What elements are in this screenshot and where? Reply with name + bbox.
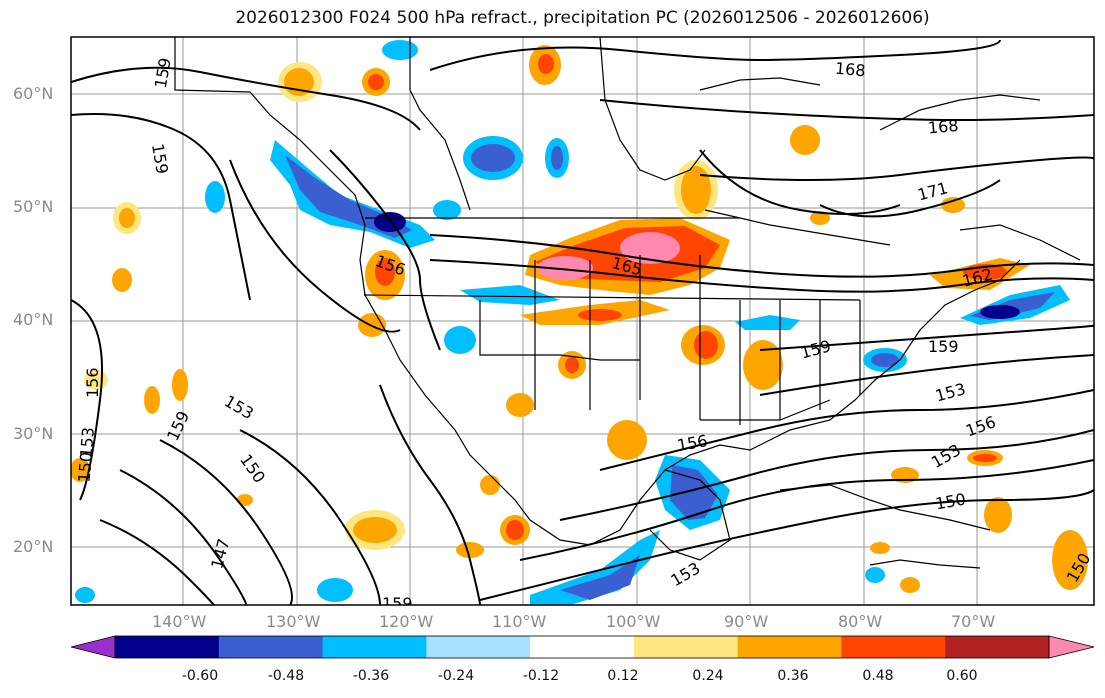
colorbar-tick-label: -0.60 bbox=[181, 668, 219, 684]
contour-label: 168 bbox=[927, 116, 959, 138]
colorbar-segment bbox=[737, 636, 842, 658]
colorbar-segment bbox=[945, 636, 1050, 658]
colorbar-tick-label: 0.24 bbox=[692, 668, 724, 684]
colorbar bbox=[70, 635, 1095, 659]
contours bbox=[71, 39, 1094, 605]
colorbar-tick-label: -0.48 bbox=[267, 668, 305, 684]
colorbar-tick-label: -0.36 bbox=[352, 668, 390, 684]
colorbar-tick-label: -0.12 bbox=[522, 668, 560, 684]
colorbar-segment bbox=[530, 636, 635, 658]
lat-label: 50°N bbox=[13, 197, 54, 216]
colorbar-extend-min bbox=[70, 635, 116, 659]
lon-label: 140°W bbox=[152, 612, 207, 631]
lat-label: 20°N bbox=[13, 537, 54, 556]
lon-label: 100°W bbox=[606, 612, 661, 631]
colorbar-tick-label: 0.36 bbox=[777, 668, 809, 684]
precip-shading bbox=[71, 40, 1088, 605]
lon-label: 70°W bbox=[951, 612, 996, 631]
colorbar-segment bbox=[841, 636, 946, 658]
lon-label: 110°W bbox=[492, 612, 547, 631]
contour-label: 168 bbox=[834, 59, 866, 81]
colorbar-segment bbox=[218, 636, 324, 658]
contour-label: 153 bbox=[76, 426, 98, 458]
colorbar-segment bbox=[115, 636, 220, 658]
colorbar-segment bbox=[426, 636, 531, 658]
contour-label: 156 bbox=[83, 367, 102, 398]
contour-label: 159 bbox=[928, 337, 959, 356]
colorbar-tick-label: -0.24 bbox=[437, 668, 475, 684]
lat-label: 60°N bbox=[13, 84, 54, 103]
contour-label: 150 bbox=[74, 451, 96, 483]
map-title: 2026012300 F024 500 hPa refract., precip… bbox=[235, 8, 930, 28]
colorbar-frame bbox=[114, 635, 1050, 659]
colorbar-tick-label: 0.48 bbox=[862, 668, 894, 684]
lon-label: 120°W bbox=[379, 612, 434, 631]
colorbar-segment bbox=[633, 636, 739, 658]
lon-label: 130°W bbox=[266, 612, 321, 631]
lat-label: 30°N bbox=[13, 424, 54, 443]
colorbar-tick-label: 0.60 bbox=[946, 668, 978, 684]
colorbar-extend-max bbox=[1048, 635, 1095, 659]
lon-label: 80°W bbox=[838, 612, 883, 631]
lon-label: 90°W bbox=[724, 612, 769, 631]
lat-label: 40°N bbox=[13, 310, 54, 329]
contour-label: 159 bbox=[382, 594, 413, 613]
colorbar-segment bbox=[322, 636, 427, 658]
colorbar-tick-label: 0.12 bbox=[607, 668, 639, 684]
